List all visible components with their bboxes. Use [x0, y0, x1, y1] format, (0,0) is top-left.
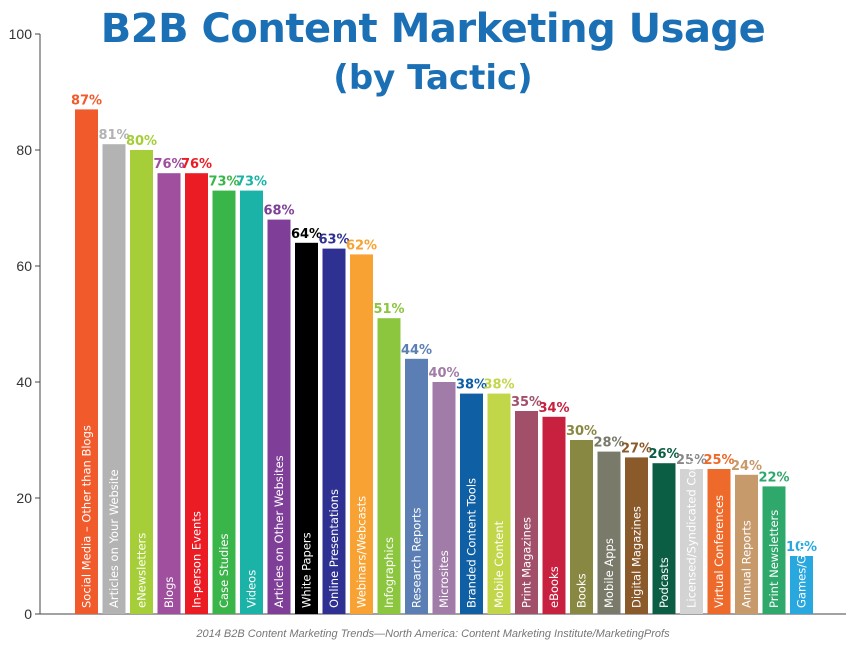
bar-category-label: Annual Reports [740, 520, 754, 608]
bar-category-label: Mobile Apps [602, 538, 616, 608]
bar-value-label: 81% [98, 128, 129, 143]
bar [542, 416, 566, 614]
bar [652, 463, 676, 614]
bar [377, 318, 401, 614]
bar [707, 469, 731, 614]
bar-category-label: Microsites [437, 550, 451, 608]
bar [570, 440, 593, 614]
bar-value-label: 76% [153, 157, 184, 172]
bar-category-label: eBooks [547, 566, 561, 608]
bar-category-label: In-person Events [190, 511, 204, 608]
bar-value-label: 64% [291, 227, 322, 242]
bar [212, 190, 236, 614]
bar [295, 242, 318, 615]
bar [405, 358, 428, 614]
bar [487, 393, 511, 614]
bar-value-label: 68% [263, 204, 294, 219]
bar [680, 469, 703, 614]
bar-value-label: 80% [126, 134, 157, 149]
bar-category-label: Games/Gamification [795, 491, 809, 608]
bar-value-label: 27% [621, 441, 652, 456]
bar-value-label: 34% [538, 401, 569, 416]
bar-category-label: Print Newsletters [767, 510, 781, 608]
chart-title: B2B Content Marketing Usage [100, 6, 766, 52]
bar-value-label: 73% [208, 175, 239, 190]
bar-category-label: Articles on Your Website [107, 469, 121, 608]
bar-value-label: 38% [483, 378, 514, 393]
bar [735, 474, 758, 614]
bar [762, 486, 786, 614]
bar-category-label: Videos [245, 570, 259, 608]
bar-value-label: 30% [566, 424, 597, 439]
bar-value-label: 73% [236, 175, 267, 190]
bar [267, 219, 291, 614]
bar-value-label: 63% [318, 233, 349, 248]
y-tick-label: 0 [24, 606, 32, 622]
bar [322, 248, 346, 614]
bar [102, 144, 126, 614]
bar [790, 556, 813, 614]
bar-category-label: Blogs [162, 577, 176, 608]
bar [460, 393, 483, 614]
bar [240, 190, 263, 614]
bar [432, 382, 456, 614]
chart-subtitle: (by Tactic) [333, 58, 533, 98]
bar-value-label: 35% [511, 395, 542, 410]
bar [130, 150, 153, 614]
bar-category-label: Digital Magazines [630, 506, 644, 608]
bar-category-label: Infographics [382, 537, 396, 608]
bar-category-label: Podcasts [657, 557, 671, 608]
bar [75, 109, 98, 615]
bar-category-label: Articles on Other Websites [272, 455, 286, 608]
bar [515, 411, 538, 614]
bar-value-label: 22% [758, 470, 789, 485]
bar-value-label: 62% [346, 238, 377, 253]
bar-value-label: 76% [181, 157, 212, 172]
bar-value-label: 25% [676, 453, 707, 468]
y-tick-label: 80 [16, 142, 32, 158]
bar-category-label: Research Reports [410, 507, 424, 608]
bar-value-label: 25% [703, 453, 734, 468]
bar-category-label: Branded Content Tools [465, 478, 479, 608]
bar [350, 254, 373, 614]
bar-value-label: 28% [593, 436, 624, 451]
bar-value-label: 38% [456, 378, 487, 393]
y-tick-label: 40 [16, 374, 32, 390]
bar-value-label: 51% [373, 302, 404, 317]
bar [625, 457, 648, 614]
bar-value-label: 40% [428, 366, 459, 381]
bar-category-label: White Papers [300, 532, 314, 608]
y-tick-label: 20 [16, 490, 32, 506]
bar-value-label: 24% [731, 459, 762, 474]
bar [597, 451, 621, 614]
bar-category-label: Mobile Content [492, 520, 506, 608]
bar-category-label: Print Magazines [520, 517, 534, 608]
bar-category-label: Virtual Conferences [712, 495, 726, 608]
bar-value-label: 87% [71, 93, 102, 108]
bar [157, 173, 181, 614]
bar-category-label: Online Presentations [327, 489, 341, 608]
bar-value-label: 26% [648, 447, 679, 462]
bar-category-label: Webinars/Webcasts [355, 496, 369, 608]
bar-value-label: 10% [786, 540, 817, 555]
bar [185, 173, 208, 614]
bar-value-label: 44% [401, 343, 432, 358]
y-tick-label: 100 [9, 26, 33, 42]
y-tick-label: 60 [16, 258, 32, 274]
bar-category-label: eNewsletters [135, 533, 149, 608]
bar-category-label: Social Media – Other than Blogs [80, 425, 94, 608]
bar-category-label: Licensed/Syndicated Content [685, 439, 699, 608]
bar-category-label: Books [575, 573, 589, 608]
bar-category-label: Case Studies [217, 534, 231, 608]
source-note: 2014 B2B Content Marketing Trends—North … [196, 628, 670, 640]
